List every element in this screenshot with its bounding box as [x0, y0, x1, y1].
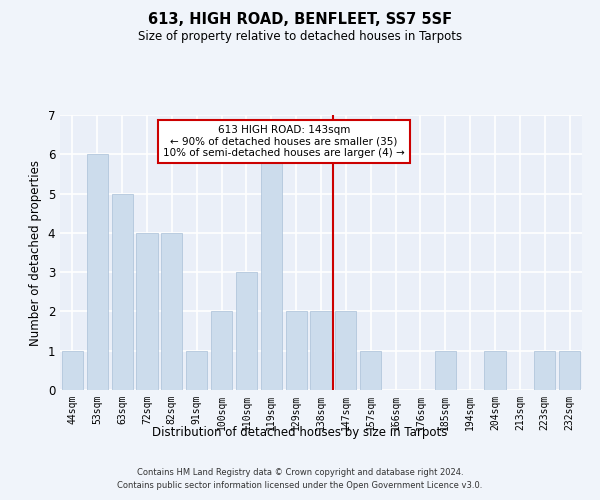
Text: 613 HIGH ROAD: 143sqm
← 90% of detached houses are smaller (35)
10% of semi-deta: 613 HIGH ROAD: 143sqm ← 90% of detached … [163, 125, 404, 158]
Bar [112, 194, 133, 390]
Bar [186, 350, 207, 390]
Bar [360, 350, 381, 390]
Bar [559, 350, 580, 390]
Bar [335, 312, 356, 390]
Text: Distribution of detached houses by size in Tarpots: Distribution of detached houses by size … [152, 426, 448, 439]
Y-axis label: Number of detached properties: Number of detached properties [29, 160, 42, 346]
Text: Size of property relative to detached houses in Tarpots: Size of property relative to detached ho… [138, 30, 462, 43]
Bar [136, 233, 158, 390]
Bar [534, 350, 555, 390]
Text: 613, HIGH ROAD, BENFLEET, SS7 5SF: 613, HIGH ROAD, BENFLEET, SS7 5SF [148, 12, 452, 28]
Text: Contains HM Land Registry data © Crown copyright and database right 2024.: Contains HM Land Registry data © Crown c… [137, 468, 463, 477]
Text: Contains public sector information licensed under the Open Government Licence v3: Contains public sector information licen… [118, 480, 482, 490]
Bar [310, 312, 332, 390]
Bar [261, 154, 282, 390]
Bar [435, 350, 456, 390]
Bar [211, 312, 232, 390]
Bar [236, 272, 257, 390]
Bar [161, 233, 182, 390]
Bar [62, 350, 83, 390]
Bar [87, 154, 108, 390]
Bar [286, 312, 307, 390]
Bar [484, 350, 506, 390]
